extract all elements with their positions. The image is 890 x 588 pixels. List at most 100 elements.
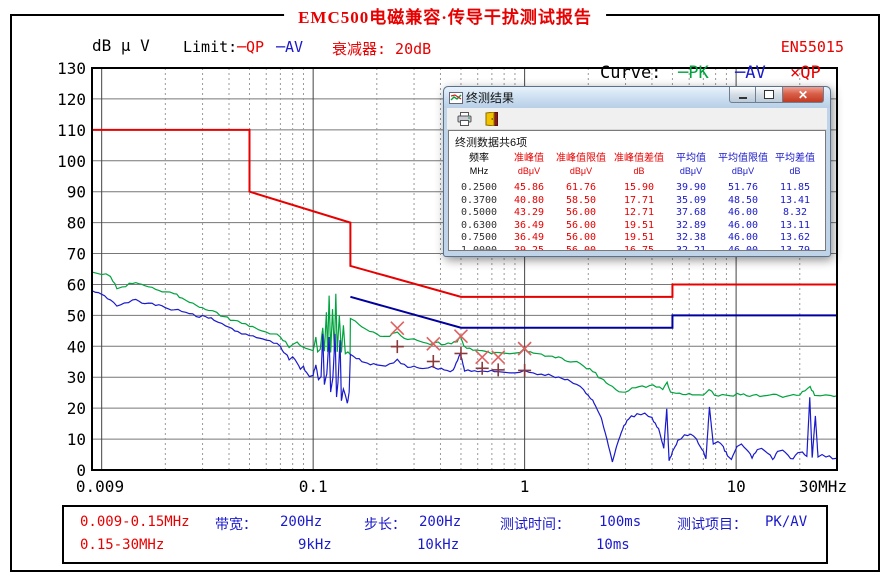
qp-marker [517, 341, 532, 356]
table-row: 0.3700 40.80 58.50 17.71 35.09 48.50 13.41 [452, 195, 822, 208]
results-summary: 终测数据共6项 [455, 137, 528, 149]
qp-marker [491, 350, 506, 365]
table-cell: 16.75 [623, 244, 655, 251]
test-item-value: PK/AV [765, 514, 808, 530]
final-results-window: 终测结果 ✕ [443, 86, 831, 257]
printer-icon [457, 111, 471, 126]
table-cell: 45.86 [513, 182, 545, 193]
y-tick-label: 70 [67, 245, 86, 264]
qp-marker [426, 336, 441, 351]
table-cell: 13.79 [779, 244, 811, 251]
close-icon: ✕ [797, 87, 809, 102]
table-cell: 40.80 [513, 194, 545, 206]
table-row: 0.6300 36.49 56.00 19.51 32.89 46.00 13.11 [452, 220, 822, 233]
table-cell: 39.25 [513, 244, 545, 251]
table-cell: 56.00 [565, 244, 597, 251]
table-cell: 35.09 [675, 194, 707, 206]
table-cell: 0.5000 [460, 207, 498, 218]
limit-label: Limit: [183, 38, 238, 56]
qp-marker [390, 321, 405, 336]
y-tick-label: 50 [67, 306, 86, 325]
table-row: 0.7500 36.49 56.00 19.51 32.38 46.00 13.62 [452, 232, 822, 245]
table-column-header: 平均差值 dB [775, 153, 815, 176]
exit-door-icon [485, 111, 498, 126]
exit-button[interactable] [481, 110, 503, 128]
step-label: 步长： [364, 517, 406, 533]
legend-qp: ×QP [790, 63, 821, 83]
limit-av-label: ─AV [276, 38, 304, 56]
freq-range-1: 0.009-0.15MHz [80, 514, 190, 530]
table-cell: 39.90 [675, 182, 707, 193]
table-column-header: 频率 MHz [469, 153, 489, 176]
test-time-label: 测试时间： [500, 517, 570, 533]
step-value-1: 200Hz [419, 514, 462, 530]
table-cell: 12.71 [623, 207, 655, 218]
table-cell: 1.0000 [460, 244, 498, 251]
table-cell: 56.00 [565, 232, 597, 243]
x-tick-label: 30MHz [799, 477, 847, 496]
table-cell: 19.51 [623, 219, 655, 231]
table-cell: 15.90 [623, 182, 655, 193]
table-cell: 13.41 [779, 194, 811, 206]
table-cell: 0.2500 [460, 182, 498, 193]
qp-marker [453, 329, 469, 344]
y-tick-label: 130 [57, 59, 86, 78]
x-tick-label: 1 [520, 477, 530, 496]
table-cell: 0.6300 [460, 219, 498, 231]
table-cell: 51.76 [727, 182, 759, 193]
close-button[interactable]: ✕ [783, 87, 824, 103]
maximize-icon [764, 90, 774, 99]
test-item-label: 测试项目： [677, 517, 747, 533]
bandwidth-value-2: 9kHz [298, 537, 332, 553]
table-column-header: 准峰值 dBμV [514, 153, 544, 176]
x-tick-label: 0.1 [299, 477, 328, 496]
window-titlebar[interactable]: 终测结果 ✕ [444, 87, 830, 108]
limit-line-av [350, 295, 837, 329]
y-tick-label: 120 [57, 90, 86, 109]
table-cell: 56.00 [565, 219, 597, 231]
y-tick-label: 110 [57, 121, 86, 140]
test-time-value-2: 10ms [596, 537, 630, 553]
results-panel: 终测数据共6项 频率 MHz 准峰值 dBμV 准峰值限值 dBμV 准峰值差值 dB 平均值 d… [448, 130, 826, 251]
table-cell: 13.11 [779, 219, 811, 231]
curve-pk [91, 271, 838, 398]
table-cell: 46.00 [727, 219, 759, 231]
table-cell: 0.7500 [460, 232, 498, 243]
table-cell: 36.49 [513, 219, 545, 231]
table-row: 0.5000 43.29 56.00 12.71 37.68 46.00 8.32 [452, 207, 822, 220]
y-tick-label: 100 [57, 152, 86, 171]
table-column-header: 平均值 dBμV [676, 153, 706, 176]
y-tick-label: 30 [67, 368, 86, 387]
table-cell: 36.49 [513, 232, 545, 243]
y-tick-label: 60 [67, 275, 86, 294]
limit-line-qp [92, 128, 837, 298]
print-button[interactable] [453, 110, 475, 128]
table-column-header: 准峰值差值 dB [614, 153, 664, 176]
step-value-2: 10kHz [417, 537, 460, 553]
x-tick-label: 0.009 [76, 477, 124, 496]
table-body: 0.2500 45.86 61.76 15.90 39.90 51.76 11.85 0.37… [452, 182, 822, 251]
y-tick-label: 20 [67, 399, 86, 418]
window-title: 终测结果 [466, 91, 515, 105]
maximize-button[interactable] [756, 87, 783, 103]
table-row: 0.2500 45.86 61.76 15.90 39.90 51.76 11.85 [452, 182, 822, 195]
qp-marker [475, 350, 490, 365]
table-cell: 46.00 [727, 244, 759, 251]
attenuator-label: 衰减器: 20dB [332, 40, 432, 58]
standard-label: EN55015 [780, 38, 844, 56]
x-tick-label: 10 [726, 477, 745, 496]
legend-pk: ─PK [678, 63, 709, 83]
legend-av: ─AV [735, 63, 766, 83]
table-cell: 43.29 [513, 207, 545, 218]
window-controls: ✕ [729, 87, 824, 103]
y-tick-label: 90 [67, 183, 86, 202]
table-row: 1.0000 39.25 56.00 16.75 32.21 46.00 13.79 [452, 244, 822, 251]
y-tick-label: 0 [76, 461, 86, 480]
minimize-icon [738, 96, 747, 99]
y-tick-label: 40 [67, 337, 86, 356]
minimize-button[interactable] [729, 87, 756, 103]
limit-qp-label: ─QP [237, 38, 265, 56]
table-cell: 46.00 [727, 232, 759, 243]
table-cell: 13.62 [779, 232, 811, 243]
